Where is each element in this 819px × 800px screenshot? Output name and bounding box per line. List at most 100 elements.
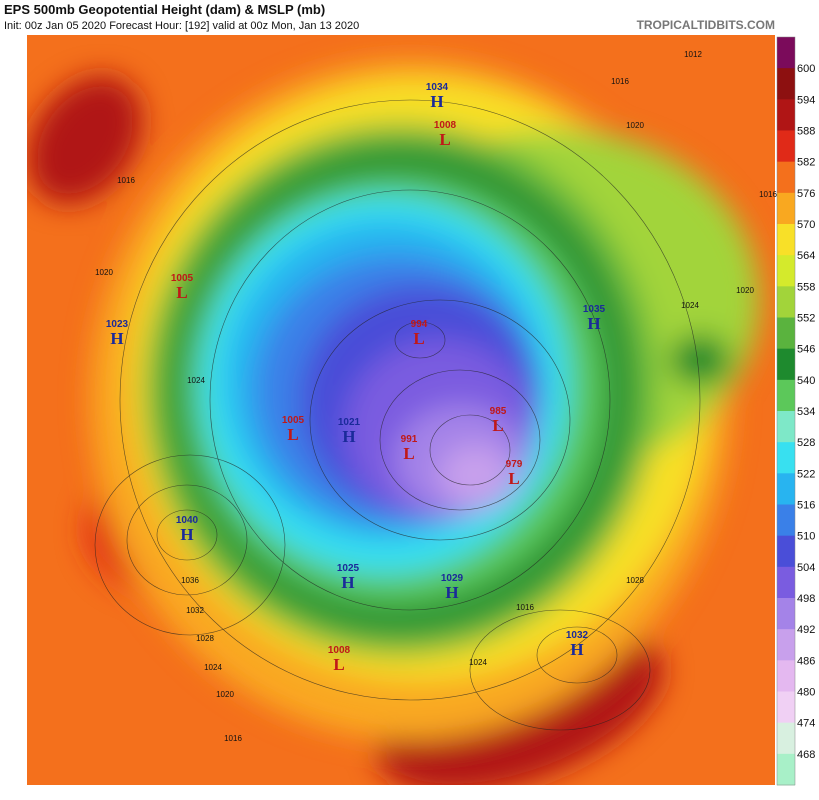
center-letter: L [287,425,298,444]
colorbar-segment [777,566,795,599]
colorbar-label: 504 [797,562,815,574]
colorbar-segment [777,535,795,568]
center-letter: H [587,314,600,333]
center-letter: L [333,655,344,674]
isobar-label: 1028 [196,634,214,643]
isobar-label: 1024 [204,663,222,672]
center-pressure: 1034 [426,82,449,93]
colorbar-segment [777,192,795,225]
colorbar-label: 582 [797,157,815,169]
colorbar-segment [777,411,795,443]
colorbar-label: 468 [797,749,815,761]
colorbar: 600 594 588 582 576 570 564 558 552 546 540 534 528 5… [776,36,815,786]
colorbar-label: 600 [797,63,815,75]
center-letter: H [430,92,443,111]
center-pressure: 1035 [583,304,606,315]
center-pressure: 1025 [337,563,360,574]
colorbar-label: 510 [797,531,815,543]
colorbar-segment [777,691,795,724]
colorbar-label: 546 [797,344,815,356]
colorbar-label: 480 [797,687,815,699]
colorbar-segment [777,37,795,69]
isobar-label: 1028 [626,576,644,585]
center-letter: L [492,416,503,435]
colorbar-segment [777,68,795,100]
colorbar-segment [777,255,795,287]
center-letter: H [180,525,193,544]
colorbar-segment [777,473,795,505]
colorbar-segment [777,99,795,131]
center-letter: L [439,130,450,149]
colorbar-label: 594 [797,94,815,106]
colorbar-segment [777,504,795,537]
colorbar-segment [777,753,795,786]
colorbar-label: 576 [797,188,815,200]
colorbar-label: 558 [797,281,815,293]
colorbar-segment [777,660,795,692]
isobar-label: 1020 [736,286,754,295]
center-pressure: 979 [506,459,523,470]
colorbar-segment [777,722,795,755]
isobar-labels: 1016 1020 1024 1036 1032 1028 1024 1020 1016 1012… [95,50,777,743]
isobar-label: 1020 [626,121,644,130]
isobar-label: 1016 [516,603,534,612]
colorbar-label: 522 [797,468,815,480]
isobar-label: 1016 [611,77,629,86]
isobar-label: 1036 [181,576,199,585]
colorbar-label: 540 [797,375,815,387]
center-pressure: 991 [401,434,418,445]
colorbar-segment [777,224,795,256]
center-pressure: 1023 [106,319,129,330]
center-letter: H [570,640,583,659]
colorbar-segment [777,629,795,661]
colorbar-segment [777,286,795,318]
isobar-label: 1016 [117,176,135,185]
center-letter: H [445,583,458,602]
colorbar-segment [777,379,795,412]
center-pressure: 1029 [441,573,464,584]
center-pressure: 994 [411,319,428,330]
site-name: TROPICALTIDBITS.COM [637,18,775,32]
colorbar-label: 486 [797,655,815,667]
colorbar-segment [777,442,795,474]
colorbar-label: 570 [797,219,815,231]
subtitle: Init: 00z Jan 05 2020 Forecast Hour: [19… [4,20,359,32]
colorbar-label: 498 [797,593,815,605]
colorbar-label: 564 [797,250,815,262]
isobar-label: 1016 [759,190,777,199]
colorbar-label: 588 [797,126,815,138]
title: EPS 500mb Geopotential Height (dam) & MS… [4,2,325,17]
center-letter: H [341,573,354,592]
colorbar-label: 534 [797,406,815,418]
map [27,35,775,785]
center-letter: L [413,329,424,348]
center-letter: H [342,427,355,446]
isobar-label: 1012 [684,50,702,59]
isobar-label: 1024 [187,376,205,385]
colorbar-segment [777,130,795,163]
isobar-label: 1032 [186,606,204,615]
center-pressure: 1032 [566,630,589,641]
colorbar-label: 474 [797,718,815,730]
colorbar-label: 516 [797,500,815,512]
center-letter: H [110,329,123,348]
center-pressure: 1005 [282,415,305,426]
center-pressure: 1005 [171,273,194,284]
center-pressure: 1040 [176,515,199,526]
isobar-label: 1020 [216,690,234,699]
center-pressure: 985 [490,406,507,417]
center-letter: L [403,444,414,463]
center-pressure: 1021 [338,417,361,428]
isobar-label: 1024 [469,658,487,667]
isobar-label: 1024 [681,301,699,310]
colorbar-label: 552 [797,313,815,325]
colorbar-segment [777,161,795,194]
colorbar-frame [776,36,796,786]
colorbar-label: 492 [797,624,815,636]
isobar-label: 1016 [224,734,242,743]
colorbar-segment [777,317,795,350]
center-pressure: 1008 [434,120,457,131]
center-letter: L [508,469,519,488]
center-letter: L [176,283,187,302]
